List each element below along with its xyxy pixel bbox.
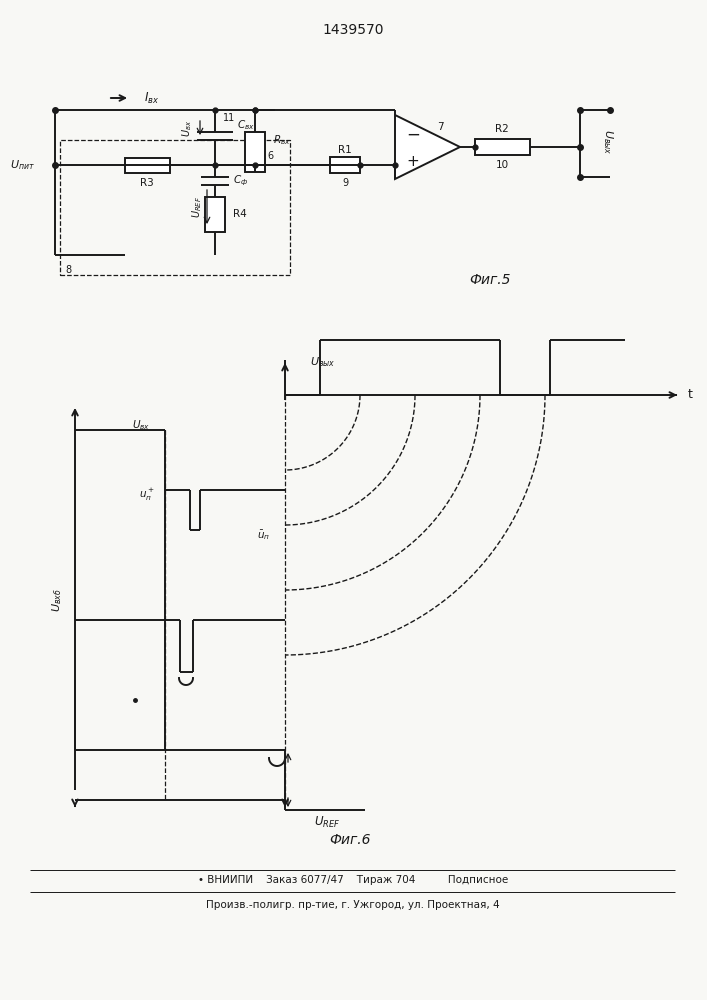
Text: $I_{вх}$: $I_{вх}$ [144,90,160,106]
Text: +: + [407,153,419,168]
Text: 9: 9 [342,178,348,188]
Bar [125,158,170,173]
Polygon shape [395,115,460,179]
Text: Фиг.6: Фиг.6 [329,833,370,847]
Text: $u_п^+$: $u_п^+$ [139,487,155,503]
Text: $U_{вх}$: $U_{вх}$ [132,418,150,432]
Text: 10: 10 [496,160,508,170]
Text: 6: 6 [267,151,273,161]
Text: $R_{вх}$: $R_{вх}$ [273,133,291,147]
Text: $\bar{u}_п$: $\bar{u}_п$ [257,528,270,542]
Bar [330,157,360,173]
Text: $U_{REF}$: $U_{REF}$ [314,814,340,830]
Text: $U_{вх}$: $U_{вх}$ [180,119,194,137]
Text: 7: 7 [437,122,443,132]
Text: R2: R2 [495,124,509,134]
Text: $U_{пит}$: $U_{пит}$ [10,158,35,172]
Bar [475,139,530,155]
Bar [245,132,265,172]
Text: t: t [688,388,692,401]
Text: R1: R1 [338,145,352,155]
Bar [60,140,290,275]
Bar [205,197,225,232]
Text: • ВНИИПИ    Заказ 6077/47    Тираж 704          Подписное: • ВНИИПИ Заказ 6077/47 Тираж 704 Подписн… [198,875,508,885]
Text: R4: R4 [233,209,247,219]
Text: 1439570: 1439570 [322,23,384,37]
Text: 8: 8 [65,265,71,275]
Text: −: − [406,126,420,144]
Text: $C_ф$: $C_ф$ [233,174,248,188]
Text: Произв.-полигр. пр-тие, г. Ужгород, ул. Проектная, 4: Произв.-полигр. пр-тие, г. Ужгород, ул. … [206,900,500,910]
Text: $C_{вх}$: $C_{вх}$ [237,118,255,132]
Text: 11: 11 [223,113,235,123]
Text: $U_{вых}$: $U_{вых}$ [601,129,615,155]
Text: R3: R3 [140,178,154,188]
Text: $U_{вхб}$: $U_{вхб}$ [50,588,64,612]
Text: $U_{REF}$: $U_{REF}$ [190,196,204,218]
Text: $U_{вых}$: $U_{вых}$ [310,355,336,369]
Text: Фиг.5: Фиг.5 [469,273,510,287]
